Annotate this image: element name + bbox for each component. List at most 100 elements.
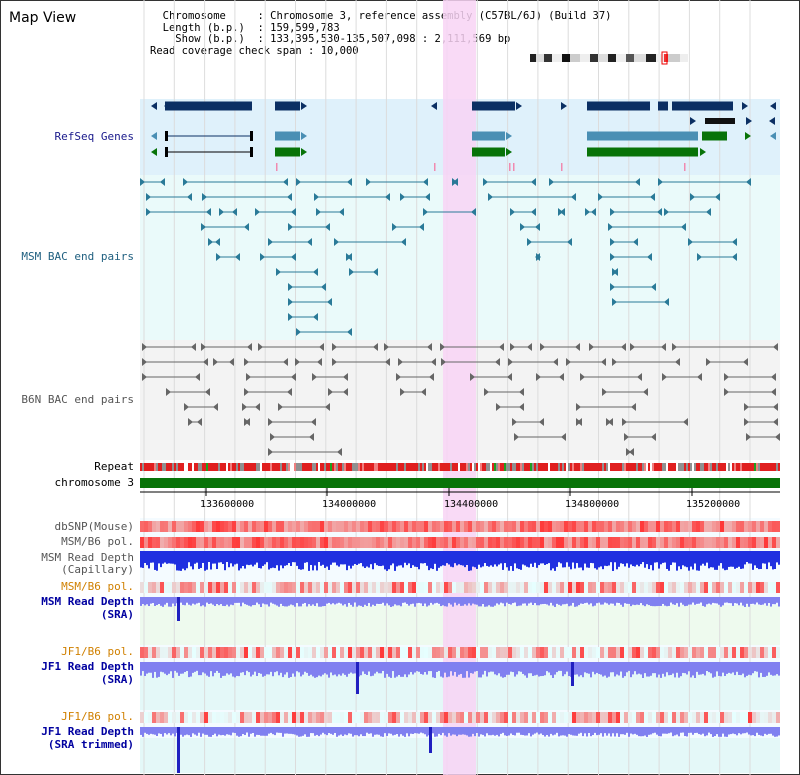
read-depth-bar [162,662,164,673]
bac-end-marker [419,223,424,231]
read-depth-bar [368,727,370,734]
pol-heat-cell [276,537,280,548]
track-label-jf1-depth-trimmed[interactable]: JF1 Read Depth [41,725,134,738]
pol-heat-cell [360,521,364,532]
bac-end-marker [724,373,729,381]
pol-heat-cell [236,712,240,723]
read-depth-bar [248,551,250,566]
read-depth-bar [752,551,754,570]
repeat-segment [370,463,372,471]
pol-heat-cell [180,537,184,548]
bac-end-marker [325,223,330,231]
read-depth-bar [608,551,610,566]
read-depth-bar [404,662,406,675]
pol-heat-cell [216,647,220,658]
read-depth-bar [200,597,202,607]
pol-heat-cell [712,537,716,548]
pol-heat-cell [588,521,592,532]
track-label-jf1-b6-pol-2[interactable]: JF1/B6 pol. [61,710,134,723]
read-depth-bar [636,597,638,605]
read-depth-bar [354,662,356,674]
pol-heat-cell [256,647,260,658]
pol-heat-cell [484,521,488,532]
read-depth-bar [738,551,740,567]
pol-heat-cell [768,647,772,658]
pol-heat-cell [576,537,580,548]
repeat-segment [650,463,652,471]
track-label-jf1-b6-pol-1[interactable]: JF1/B6 pol. [61,645,134,658]
pol-heat-cell [532,521,536,532]
read-depth-bar [418,551,420,570]
repeat-segment [342,463,344,471]
read-depth-bar [142,551,144,568]
pol-heat-cell [652,582,656,593]
pol-heat-cell [508,521,512,532]
read-depth-bar [474,727,476,737]
track-label-jf1-depth-sra[interactable]: JF1 Read Depth [41,660,134,673]
track-label-msm-b6-pol-2[interactable]: MSM/B6 pol. [61,580,134,593]
bac-end-marker [309,433,314,441]
track-label-repeat[interactable]: Repeat [94,460,134,473]
bac-end-marker [385,193,390,201]
track-label-b6n-bac[interactable]: B6N BAC end pairs [21,393,134,406]
read-depth-bar [686,727,688,737]
track-label-chromosome[interactable]: chromosome 3 [54,476,134,489]
pol-heat-cell [316,521,320,532]
read-depth-bar [504,662,506,678]
read-depth-bar [778,597,780,607]
bac-end-marker [337,448,342,456]
bac-end-marker [697,253,702,261]
read-depth-bar [248,662,250,673]
read-depth-bar [290,551,292,566]
read-depth-bar [630,597,632,607]
read-depth-bar [372,551,374,570]
read-depth-bar [742,597,744,606]
track-label-msm-b6-pol-1[interactable]: MSM/B6 pol. [61,535,134,548]
repeat-segment [492,463,494,471]
pol-heat-cell [676,582,680,593]
pol-heat-cell [600,712,604,723]
read-depth-bar [406,551,408,566]
pol-heat-cell [632,712,636,723]
read-depth-bar [610,727,612,737]
pol-heat-cell [564,582,568,593]
read-depth-bar [236,551,238,564]
read-depth-bar [150,662,152,673]
bac-end-marker [283,178,288,186]
repeat-segment [174,463,176,471]
read-depth-bar [572,551,574,563]
read-depth-bar [768,662,770,673]
read-depth-bar [154,597,156,606]
track-label-refseq-genes[interactable]: RefSeq Genes [54,130,134,143]
pol-heat-cell [748,647,752,658]
bac-end-marker [651,283,656,291]
track-label-dbsnp[interactable]: dbSNP(Mouse) [54,520,134,533]
bac-end-marker [321,283,326,291]
read-depth-bar [320,727,322,735]
track-label-msm-depth-capillary[interactable]: MSM Read Depth [41,551,134,564]
pol-heat-cell [716,582,720,593]
pol-heat-cell [712,647,716,658]
pol-heat-cell [700,537,704,548]
read-depth-bar [588,662,590,674]
read-depth-bar [720,662,722,677]
ideogram-band [590,54,598,62]
pol-heat-cell [428,537,432,548]
pol-heat-cell [312,712,316,723]
pol-heat-cell [572,647,576,658]
track-label-msm-depth-sra[interactable]: MSM Read Depth [41,595,134,608]
pol-heat-cell [204,521,208,532]
bac-end-marker [140,178,145,186]
read-depth-bar [770,727,772,734]
repeat-segment [592,463,594,471]
pol-heat-cell [584,537,588,548]
pol-heat-cell [684,537,688,548]
repeat-segment [770,463,772,471]
repeat-segment [348,463,350,471]
pol-heat-cell [532,582,536,593]
bac-end-marker [206,208,211,216]
read-depth-bar [436,597,438,603]
track-label-msm-bac[interactable]: MSM BAC end pairs [21,250,134,263]
read-depth-bar [156,727,158,736]
